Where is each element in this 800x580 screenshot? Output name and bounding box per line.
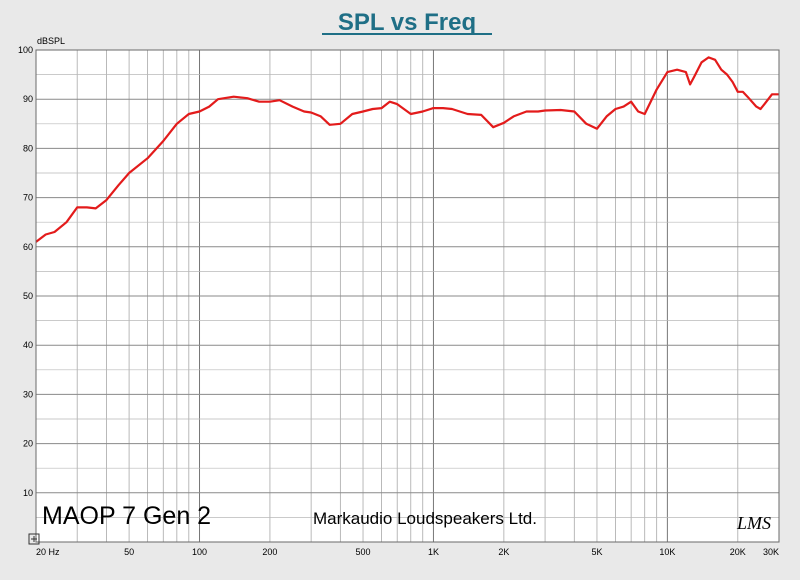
manufacturer-name: Markaudio Loudspeakers Ltd. <box>313 509 537 528</box>
x-tick-label: 100 <box>192 547 207 557</box>
spl-curve <box>35 56 779 243</box>
y-tick-labels: 10 20 30 40 50 60 70 80 90 100 <box>18 45 33 498</box>
x-tick-label: 5K <box>591 547 602 557</box>
x-tick-label: 30K <box>763 547 779 557</box>
y-tick-label: 20 <box>23 439 33 449</box>
y-tick-label: 10 <box>23 488 33 498</box>
y-tick-label: 40 <box>23 340 33 350</box>
x-tick-label: 10K <box>659 547 675 557</box>
corner-icon <box>28 533 40 545</box>
x-tick-label: 1K <box>428 547 439 557</box>
y-tick-label: 50 <box>23 291 33 301</box>
chart-title: SPL vs Freq <box>338 9 476 36</box>
y-tick-label: 90 <box>23 94 33 104</box>
y-tick-label: 100 <box>18 45 33 55</box>
y-tick-label: 60 <box>23 242 33 252</box>
x-tick-label: 500 <box>356 547 371 557</box>
lms-logo: LMS <box>736 513 771 533</box>
y-tick-label: 30 <box>23 389 33 399</box>
model-name: MAOP 7 Gen 2 <box>42 502 211 530</box>
x-tick-label: 20K <box>730 547 746 557</box>
y-tick-label: 80 <box>23 143 33 153</box>
plot-frame <box>35 49 780 543</box>
x-tick-label: 200 <box>262 547 277 557</box>
x-tick-label: 2K <box>498 547 509 557</box>
y-tick-label: 70 <box>23 193 33 203</box>
y-axis-label: dBSPL <box>37 36 65 46</box>
x-tick-label: 20 Hz <box>36 547 60 557</box>
grid <box>35 50 780 542</box>
x-tick-labels: 20 Hz 50 100 200 500 1K 2K 5K 10K 20K 30K <box>36 547 779 557</box>
x-tick-label: 50 <box>124 547 134 557</box>
